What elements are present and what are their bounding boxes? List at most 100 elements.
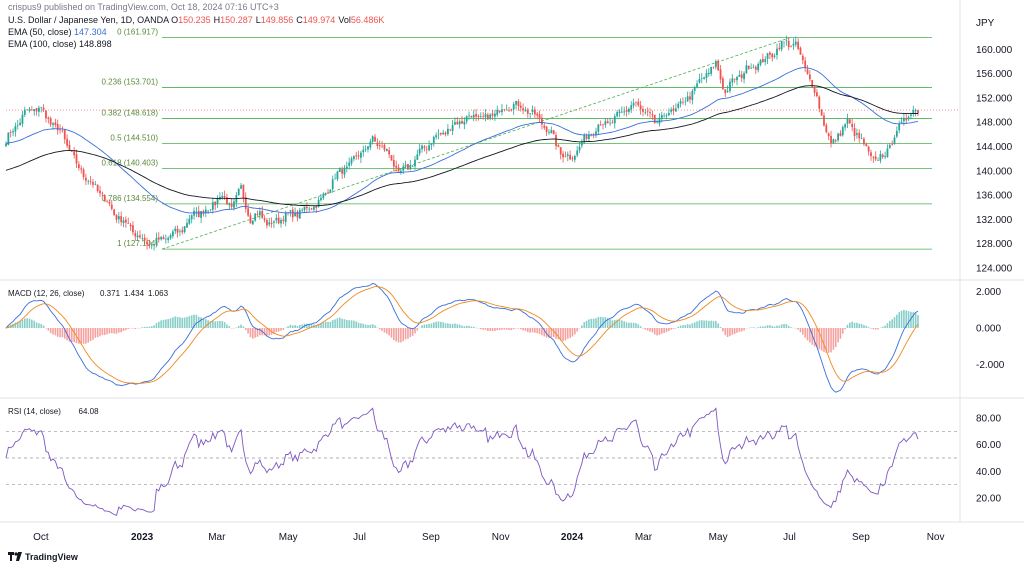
- macd-histogram-bar: [181, 317, 184, 328]
- ema100-line: [5, 85, 918, 207]
- macd-histogram-bar: [731, 328, 734, 335]
- macd-histogram-bar: [606, 318, 609, 328]
- macd-histogram-bar: [456, 324, 459, 328]
- candle-body: [776, 48, 778, 56]
- candle-body: [870, 152, 872, 157]
- ohlc-c: C149.974: [296, 15, 335, 25]
- candle-body: [132, 225, 134, 233]
- macd-histogram-bar: [414, 328, 416, 334]
- macd-histogram-bar: [881, 326, 884, 328]
- macd-tick-label: 0.000: [976, 324, 1001, 335]
- macd-histogram-bar: [421, 325, 423, 328]
- candle-body: [449, 129, 452, 131]
- candle-body: [261, 210, 264, 218]
- macd-histogram-bar: [670, 328, 672, 330]
- macd-histogram-bar: [78, 328, 80, 344]
- candle-body: [19, 122, 22, 125]
- candle-body: [115, 215, 118, 220]
- candle-body: [99, 190, 101, 194]
- candle-body: [785, 40, 788, 42]
- candle-body: [620, 111, 623, 113]
- candle-body: [759, 60, 762, 65]
- price-tick-label: 144.000: [976, 142, 1013, 153]
- macd-histogram-bar: [343, 319, 346, 328]
- macd-histogram-bar: [367, 324, 369, 328]
- macd-histogram-bar: [538, 328, 541, 334]
- candle-body: [409, 165, 412, 170]
- fib-level-label: 1 (127.104): [117, 239, 158, 248]
- time-axis[interactable]: Oct 2023 Mar May Jul Sep Nov 2024 Mar May Jul Sep No…: [33, 532, 944, 543]
- candle-body: [863, 138, 865, 145]
- candle-body: [148, 243, 151, 246]
- macd-histogram-bar: [816, 328, 818, 348]
- price-axis[interactable]: JPY 160.000 156.000 152.000 148.000 144.000 1…: [976, 18, 1013, 275]
- candle-body: [816, 92, 818, 97]
- macd-histogram-bar: [736, 328, 738, 333]
- candle-body: [501, 109, 503, 113]
- macd-histogram-bar: [856, 322, 858, 328]
- macd-histogram-bar: [729, 328, 731, 337]
- candle-body: [242, 184, 245, 198]
- ohlc-value: 56.486K: [350, 15, 385, 25]
- symbol-title[interactable]: U.S. Dollar / Japanese Yen, 1D, OANDA: [8, 15, 169, 25]
- candle-body: [376, 142, 379, 147]
- candle-body: [823, 115, 825, 126]
- candle-body: [284, 212, 287, 223]
- candle-body: [489, 114, 492, 119]
- candle-body: [437, 133, 440, 135]
- macd-histogram-bar: [378, 328, 381, 330]
- macd-histogram-bar: [813, 328, 816, 347]
- macd-histogram-bar: [583, 322, 586, 328]
- candle-body: [794, 41, 797, 45]
- candle-body: [254, 213, 257, 221]
- candle-body: [656, 122, 658, 124]
- macd-histogram-bar: [639, 326, 642, 328]
- candle-body: [646, 111, 649, 112]
- macd-histogram-bar: [896, 314, 898, 328]
- candle-body: [188, 218, 191, 224]
- candle-body: [531, 109, 534, 113]
- macd-histogram-bar: [110, 328, 113, 334]
- candle-body: [571, 158, 574, 159]
- ema50-legend[interactable]: EMA (50, close) 147.304: [8, 27, 107, 37]
- macd-histogram-bar: [552, 328, 555, 338]
- candle-body: [710, 66, 713, 74]
- macd-histogram-bar: [299, 324, 301, 328]
- macd-histogram-bar: [785, 324, 788, 328]
- ema100-legend[interactable]: EMA (100, close) 148.898: [8, 39, 112, 49]
- macd-histogram-bar: [162, 319, 165, 328]
- macd-histogram-bar: [858, 323, 861, 328]
- rsi-tick-label: 40.00: [976, 467, 1001, 478]
- macd-histogram-bar: [360, 323, 362, 328]
- macd-histogram-bar: [146, 326, 148, 328]
- macd-histogram-bar: [153, 325, 155, 328]
- candle-body: [411, 166, 414, 167]
- macd-histogram-bar: [423, 324, 426, 328]
- candle-body: [627, 108, 630, 112]
- fib-level-label: 0.5 (144.510): [110, 133, 158, 142]
- macd-pane: MACD (12, 26, close) 0.371 1.434 1.063 2.000…: [5, 283, 1005, 393]
- candle-body: [839, 133, 842, 137]
- candle-body: [181, 230, 184, 233]
- candle-body: [134, 232, 137, 237]
- candle-body: [35, 108, 38, 112]
- candle-body: [486, 114, 489, 120]
- macd-histogram-bar: [350, 320, 353, 328]
- candle-body: [89, 180, 92, 182]
- macd-histogram-bar: [219, 320, 221, 328]
- tradingview-logo[interactable]: TradingView: [8, 552, 78, 562]
- macd-histogram-bar: [872, 328, 875, 330]
- candle-body: [529, 113, 532, 114]
- candle-body: [425, 148, 428, 150]
- macd-histogram-bar: [371, 324, 374, 328]
- macd-histogram-bar: [491, 328, 494, 332]
- candle-body: [557, 145, 560, 147]
- candle-body: [9, 132, 12, 133]
- candle-body: [538, 114, 541, 119]
- candle-body: [895, 130, 898, 137]
- macd-histogram-bar: [571, 328, 574, 337]
- macd-histogram-bar: [268, 328, 271, 336]
- candle-body: [421, 145, 423, 150]
- price-tick-label: 160.000: [976, 45, 1013, 56]
